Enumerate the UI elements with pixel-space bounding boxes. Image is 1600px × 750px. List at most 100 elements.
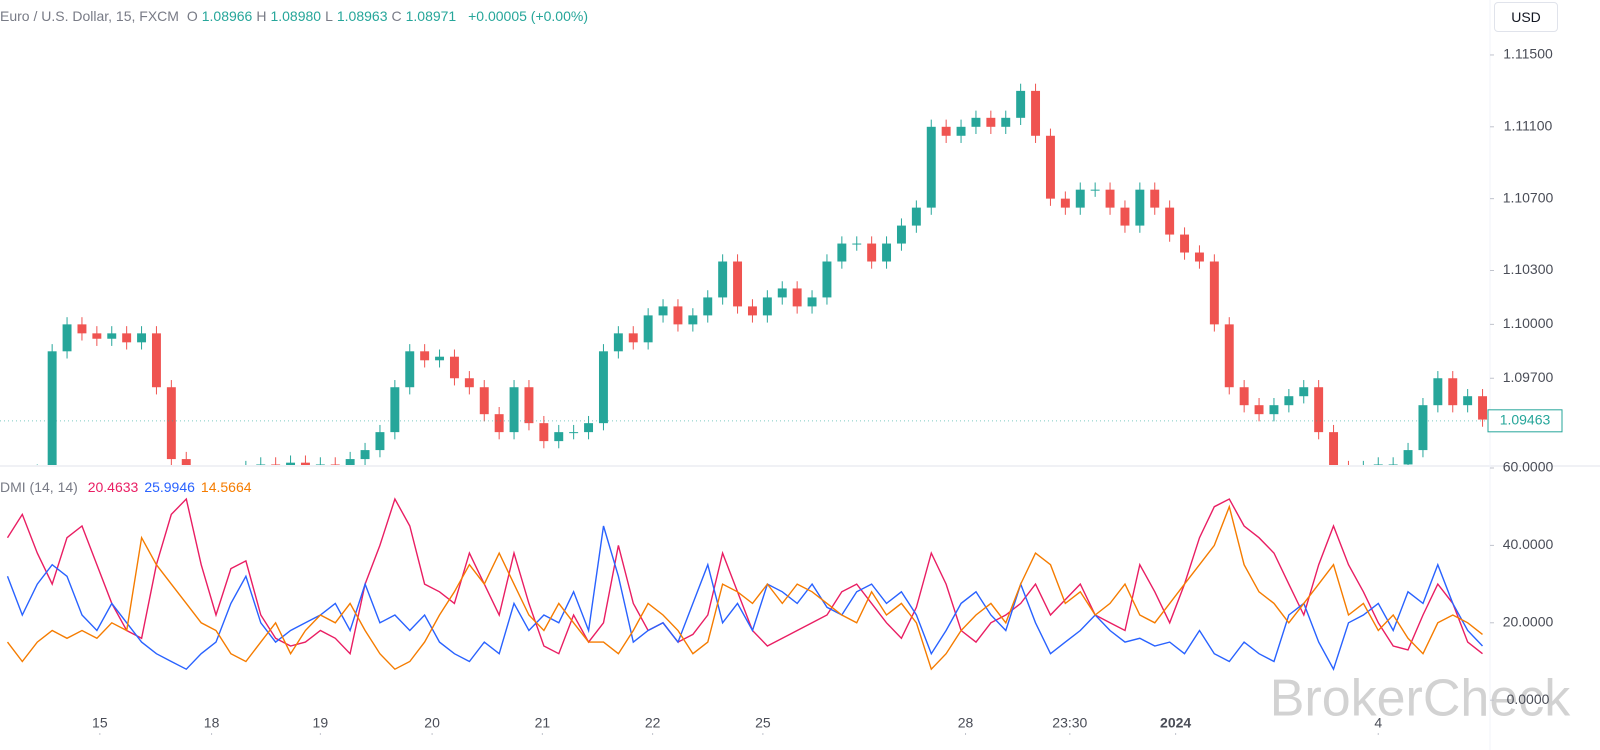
y-tick-label: 1.10000 [1503, 315, 1554, 331]
candle-body [1373, 464, 1383, 465]
candle-body [1344, 468, 1353, 477]
candle-body [479, 387, 489, 415]
candle-body [405, 351, 415, 388]
candle-body [1180, 234, 1190, 253]
x-tick-label: 19 [313, 715, 329, 731]
candle-body [375, 432, 385, 451]
candle-body [1329, 432, 1339, 465]
candle-body [3, 473, 12, 477]
candle-body [971, 117, 981, 127]
candle-body [256, 464, 266, 465]
ohlc-item: C 1.08971 [391, 8, 456, 24]
ohlc-key: H [256, 8, 267, 24]
x-tick-label: 21 [535, 715, 551, 731]
candle-body [584, 423, 594, 433]
candle-body [1418, 405, 1428, 451]
candle-body [1314, 387, 1324, 433]
candle-body [241, 468, 250, 475]
candle-body [1284, 396, 1294, 406]
candle-body [688, 315, 698, 325]
ohlc-value: 1.08963 [336, 8, 388, 24]
last-price-label: 1.09463 [1500, 412, 1551, 428]
candle-body [330, 464, 340, 465]
candle-body [598, 351, 608, 424]
ohlc-key: L [325, 8, 333, 24]
ohlc-key: C [391, 8, 402, 24]
candle-body [941, 126, 951, 136]
candle-body [911, 207, 921, 226]
y-tick-label: 1.10300 [1503, 261, 1554, 277]
candle-body [1165, 207, 1175, 235]
candle-body [1448, 378, 1458, 406]
watermark: BrokerCheck [1270, 670, 1572, 728]
y-tick-label: 40.0000 [1503, 536, 1554, 552]
ohlc-key: O [186, 8, 198, 24]
candle-body [1135, 189, 1145, 226]
candle-body [286, 462, 296, 465]
candle-body [1269, 405, 1279, 415]
candle-body [926, 126, 936, 208]
dmi-line [6, 525, 1484, 671]
candle-body [1045, 135, 1055, 199]
symbol-header: Euro / U.S. Dollar, 15, FXCM O 1.08966 H 1.… [0, 8, 592, 24]
ohlc-value: 1.08966 [201, 8, 253, 24]
candle-body [643, 315, 653, 343]
candle-body [822, 261, 832, 298]
candle-body [1463, 396, 1473, 406]
candle-body [420, 351, 430, 361]
candle-body [1224, 324, 1234, 388]
candle-body [524, 387, 534, 424]
x-tick-label: 18 [204, 715, 220, 731]
x-tick-label: 20 [424, 715, 440, 731]
candle-body [1359, 468, 1368, 477]
candle-body [613, 333, 623, 352]
candle-body [703, 297, 713, 316]
candle-body [673, 306, 683, 325]
candle-body [1254, 405, 1264, 415]
legend-value: 20.4633 [87, 479, 139, 495]
candle-body [360, 450, 370, 460]
candle-body [792, 288, 802, 307]
candle-body [1016, 90, 1026, 118]
candle-body [151, 333, 161, 388]
candle-body [777, 288, 787, 298]
dmi-title: DMI (14, 14) [0, 479, 78, 495]
candle-body [1075, 189, 1085, 208]
x-tick-label: 15 [92, 715, 108, 731]
candle-body [107, 333, 117, 339]
y-tick-label: 20.0000 [1503, 613, 1554, 629]
candle-body [509, 387, 519, 433]
candle-body [390, 387, 400, 433]
x-tick-label: 23:30 [1052, 715, 1087, 731]
candle-body [867, 243, 877, 262]
candle-body [1239, 387, 1249, 406]
candle-body [896, 225, 906, 244]
candle-body [181, 459, 191, 465]
candle-body [122, 333, 132, 343]
candle-body [47, 351, 57, 465]
candle-body [1209, 261, 1219, 325]
candle-body [882, 243, 892, 262]
candle-body [658, 306, 668, 316]
ohlc-item: O 1.08966 [187, 8, 253, 24]
dmi-pane [6, 497, 1484, 671]
candle-body [137, 333, 147, 343]
currency-button[interactable]: USD [1494, 2, 1558, 32]
candle-body [1060, 198, 1070, 208]
candle-body [956, 126, 966, 136]
dmi-line [6, 497, 1483, 656]
x-tick-label: 25 [755, 715, 771, 731]
candle-body [1299, 387, 1309, 397]
candle-body [569, 432, 579, 434]
candle-body [449, 356, 459, 379]
candle-body [718, 261, 728, 298]
candle-body [300, 462, 310, 465]
candle-body [554, 432, 564, 442]
candle-body [747, 306, 757, 316]
last-price-box [1487, 409, 1563, 433]
dmi-legend: DMI (14, 14) 20.4633 25.9946 14.5664 [0, 479, 258, 495]
candle-body [494, 414, 504, 433]
candle-body [539, 423, 549, 442]
candle-body [1388, 464, 1398, 465]
y-tick-label: 1.11100 [1504, 118, 1553, 134]
